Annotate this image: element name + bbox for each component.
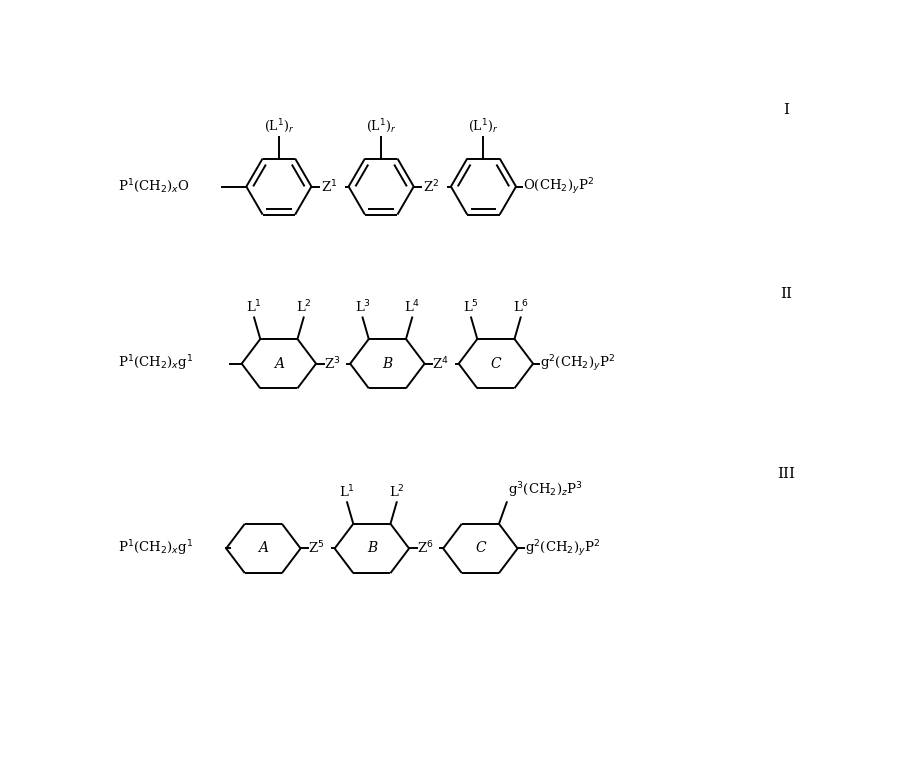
- Text: Z$^5$: Z$^5$: [308, 540, 325, 557]
- Text: O(CH$_2$)$_y$P$^2$: O(CH$_2$)$_y$P$^2$: [523, 176, 594, 197]
- Text: Z$^2$: Z$^2$: [423, 178, 439, 195]
- Text: P$^1$(CH$_2$)$_x$O: P$^1$(CH$_2$)$_x$O: [119, 178, 190, 196]
- Text: L$^1$: L$^1$: [339, 483, 355, 500]
- Text: L$^5$: L$^5$: [463, 298, 479, 315]
- Text: C: C: [475, 541, 486, 556]
- Text: (L$^1$)$_r$: (L$^1$)$_r$: [264, 117, 294, 134]
- Text: B: B: [383, 357, 392, 370]
- Text: A: A: [259, 541, 269, 556]
- Text: L$^2$: L$^2$: [389, 483, 405, 500]
- Text: Z$^6$: Z$^6$: [417, 540, 434, 557]
- Text: A: A: [274, 357, 284, 370]
- Text: P$^1$(CH$_2$)$_x$g$^1$: P$^1$(CH$_2$)$_x$g$^1$: [119, 354, 194, 373]
- Text: L$^4$: L$^4$: [404, 298, 420, 315]
- Text: g$^3$(CH$_2$)$_z$P$^3$: g$^3$(CH$_2$)$_z$P$^3$: [508, 480, 583, 500]
- Text: I: I: [783, 102, 789, 117]
- Text: Z$^1$: Z$^1$: [321, 178, 337, 195]
- Text: g$^2$(CH$_2$)$_y$P$^2$: g$^2$(CH$_2$)$_y$P$^2$: [540, 354, 615, 374]
- Text: II: II: [780, 288, 793, 301]
- Text: L$^2$: L$^2$: [295, 298, 312, 315]
- Text: (L$^1$)$_r$: (L$^1$)$_r$: [469, 117, 498, 134]
- Text: Z$^3$: Z$^3$: [324, 355, 340, 372]
- Text: (L$^1$)$_r$: (L$^1$)$_r$: [366, 117, 396, 134]
- Text: L$^6$: L$^6$: [513, 298, 529, 315]
- Text: C: C: [490, 357, 501, 370]
- Text: L$^1$: L$^1$: [246, 298, 262, 315]
- Text: P$^1$(CH$_2$)$_x$g$^1$: P$^1$(CH$_2$)$_x$g$^1$: [119, 539, 194, 559]
- Text: Z$^4$: Z$^4$: [432, 355, 449, 372]
- Text: L$^3$: L$^3$: [355, 298, 371, 315]
- Text: B: B: [366, 541, 377, 556]
- Text: III: III: [778, 467, 796, 480]
- Text: g$^2$(CH$_2$)$_y$P$^2$: g$^2$(CH$_2$)$_y$P$^2$: [524, 538, 600, 559]
